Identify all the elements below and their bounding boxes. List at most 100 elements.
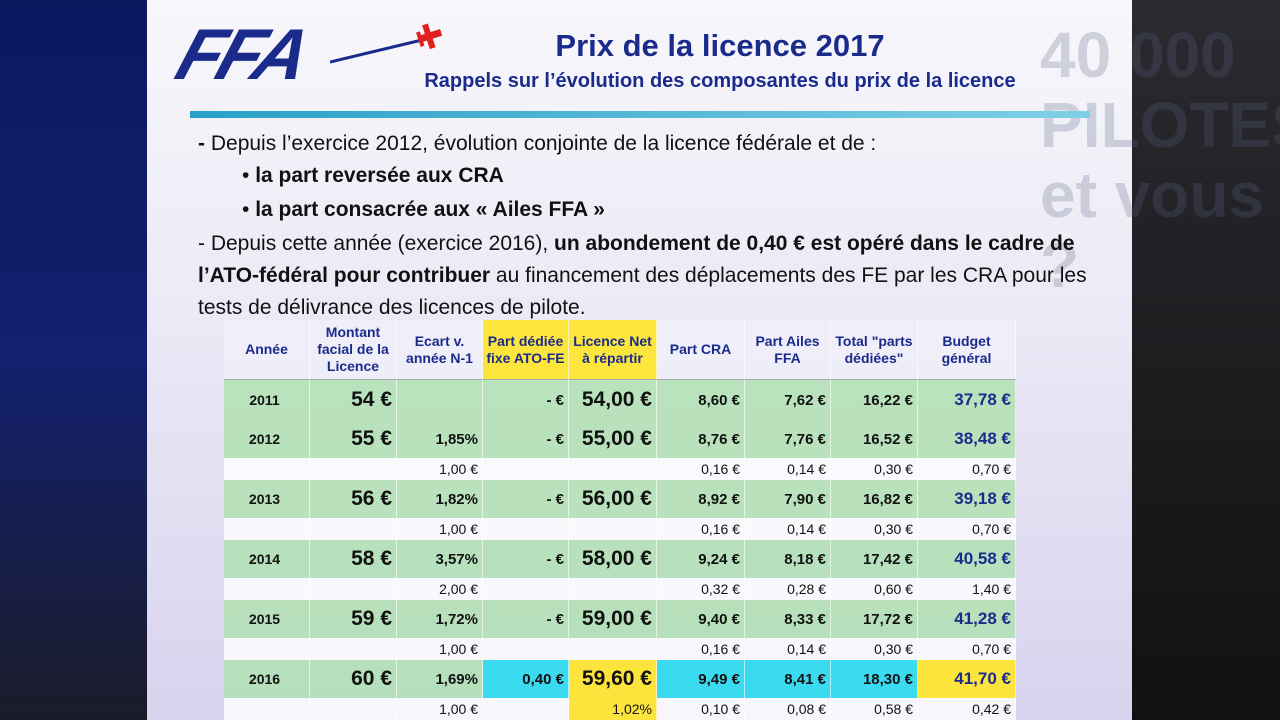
table-cell: 1,82% xyxy=(397,480,483,518)
table-cell: - € xyxy=(483,600,569,638)
table-cell: 0,32 € xyxy=(657,578,745,600)
table-cell: 7,76 € xyxy=(745,420,831,458)
table-cell: 16,22 € xyxy=(831,380,918,420)
column-header: Part CRA xyxy=(657,320,745,380)
table-cell: 2013 xyxy=(224,480,310,518)
table-cell: 0,08 € xyxy=(745,698,831,720)
table-cell: 54 € xyxy=(310,380,397,420)
table-cell: 9,40 € xyxy=(657,600,745,638)
intro: - Depuis l’exercice 2012, évolution conj… xyxy=(198,128,1088,159)
table-cell: 40,58 € xyxy=(918,540,1016,578)
table-cell: 60 € xyxy=(310,660,397,698)
table-cell xyxy=(569,518,657,540)
table-cell: 18,30 € xyxy=(831,660,918,698)
table-cell xyxy=(310,518,397,540)
table-cell: 7,62 € xyxy=(745,380,831,420)
table-cell: 2016 xyxy=(224,660,310,698)
table-cell xyxy=(569,638,657,660)
column-header: Budget général xyxy=(918,320,1016,380)
table-cell: 2012 xyxy=(224,420,310,458)
note-text: - Depuis cette année (exercice 2016), xyxy=(198,232,555,255)
table-cell: 1,00 € xyxy=(397,638,483,660)
table-cell: 1,85% xyxy=(397,420,483,458)
table-cell: 7,90 € xyxy=(745,480,831,518)
table: Année Montant facial de la Licence Ecart v… xyxy=(224,320,1016,720)
table-cell xyxy=(224,518,310,540)
column-header: Année xyxy=(224,320,310,380)
column-header: Total "parts dédiées" xyxy=(831,320,918,380)
note-bold: un abondement de 0,40 € est opéré dans l… xyxy=(198,232,1075,287)
table-cell: 0,30 € xyxy=(831,638,918,660)
table-cell: 2011 xyxy=(224,380,310,420)
table-cell: 37,78 € xyxy=(918,380,1016,420)
table-cell: - € xyxy=(483,540,569,578)
table-cell: 2014 xyxy=(224,540,310,578)
intro-text: Depuis l’exercice 2012, évolution conjoi… xyxy=(210,132,877,155)
table-cell: 8,92 € xyxy=(657,480,745,518)
table-cell xyxy=(483,458,569,480)
table-cell: 55 € xyxy=(310,420,397,458)
table-cell: 2,00 € xyxy=(397,578,483,600)
table-cell: 0,42 € xyxy=(918,698,1016,720)
table-cell: - € xyxy=(483,420,569,458)
table-cell xyxy=(310,638,397,660)
backdrop-text: 40 000 PILOTES et vous ? xyxy=(1040,20,1280,300)
table-cell: 0,40 € xyxy=(483,660,569,698)
column-header: Part dédiée fixe ATO-FE xyxy=(483,320,569,380)
backdrop-line: 40 000 xyxy=(1040,19,1236,91)
table-cell: 8,76 € xyxy=(657,420,745,458)
column-header: Part Ailes FFA xyxy=(745,320,831,380)
column-header: Montant facial de la Licence xyxy=(310,320,397,380)
bullet: la part reversée aux CRA xyxy=(242,164,504,188)
table-cell xyxy=(224,458,310,480)
table-cell: 38,48 € xyxy=(918,420,1016,458)
table-cell: 9,24 € xyxy=(657,540,745,578)
table-cell: 0,60 € xyxy=(831,578,918,600)
table-cell: 0,70 € xyxy=(918,518,1016,540)
table-cell: 9,49 € xyxy=(657,660,745,698)
table-cell: 56,00 € xyxy=(569,480,657,518)
table-cell xyxy=(483,518,569,540)
table-cell xyxy=(310,458,397,480)
table-cell: 0,58 € xyxy=(831,698,918,720)
table-cell: 0,14 € xyxy=(745,458,831,480)
table-cell: 58,00 € xyxy=(569,540,657,578)
table-cell: 1,00 € xyxy=(397,698,483,720)
table-cell: - € xyxy=(483,380,569,420)
table-cell: 1,72% xyxy=(397,600,483,638)
table-cell: 54,00 € xyxy=(569,380,657,420)
column-header: Ecart v. année N-1 xyxy=(397,320,483,380)
table-cell: 8,41 € xyxy=(745,660,831,698)
table-cell xyxy=(483,638,569,660)
table-cell: 0,14 € xyxy=(745,518,831,540)
table-cell: 1,69% xyxy=(397,660,483,698)
table-cell xyxy=(483,578,569,600)
title-rule xyxy=(190,111,1090,118)
table-cell xyxy=(224,578,310,600)
table-cell: 41,70 € xyxy=(918,660,1016,698)
column-header: Licence Net à répartir xyxy=(569,320,657,380)
table-cell: 59,60 € xyxy=(569,660,657,698)
table-cell xyxy=(397,380,483,420)
table-cell: 0,70 € xyxy=(918,458,1016,480)
intro-lead: - xyxy=(198,132,205,155)
table-cell: 17,42 € xyxy=(831,540,918,578)
title: Prix de la licence 2017 xyxy=(555,28,885,63)
table-cell xyxy=(224,638,310,660)
logo-trail xyxy=(330,38,423,64)
table-cell: 0,30 € xyxy=(831,518,918,540)
table-cell: 1,00 € xyxy=(397,458,483,480)
backdrop-line: et vous ? xyxy=(1040,159,1265,301)
table-cell: 8,60 € xyxy=(657,380,745,420)
table-cell: 0,14 € xyxy=(745,638,831,660)
table-cell: 55,00 € xyxy=(569,420,657,458)
table-cell xyxy=(483,698,569,720)
table-cell: 56 € xyxy=(310,480,397,518)
table-cell: 3,57% xyxy=(397,540,483,578)
table-cell: 0,30 € xyxy=(831,458,918,480)
table-cell: 2015 xyxy=(224,600,310,638)
table-cell: 0,70 € xyxy=(918,638,1016,660)
table-cell xyxy=(224,698,310,720)
background-left xyxy=(0,0,147,720)
